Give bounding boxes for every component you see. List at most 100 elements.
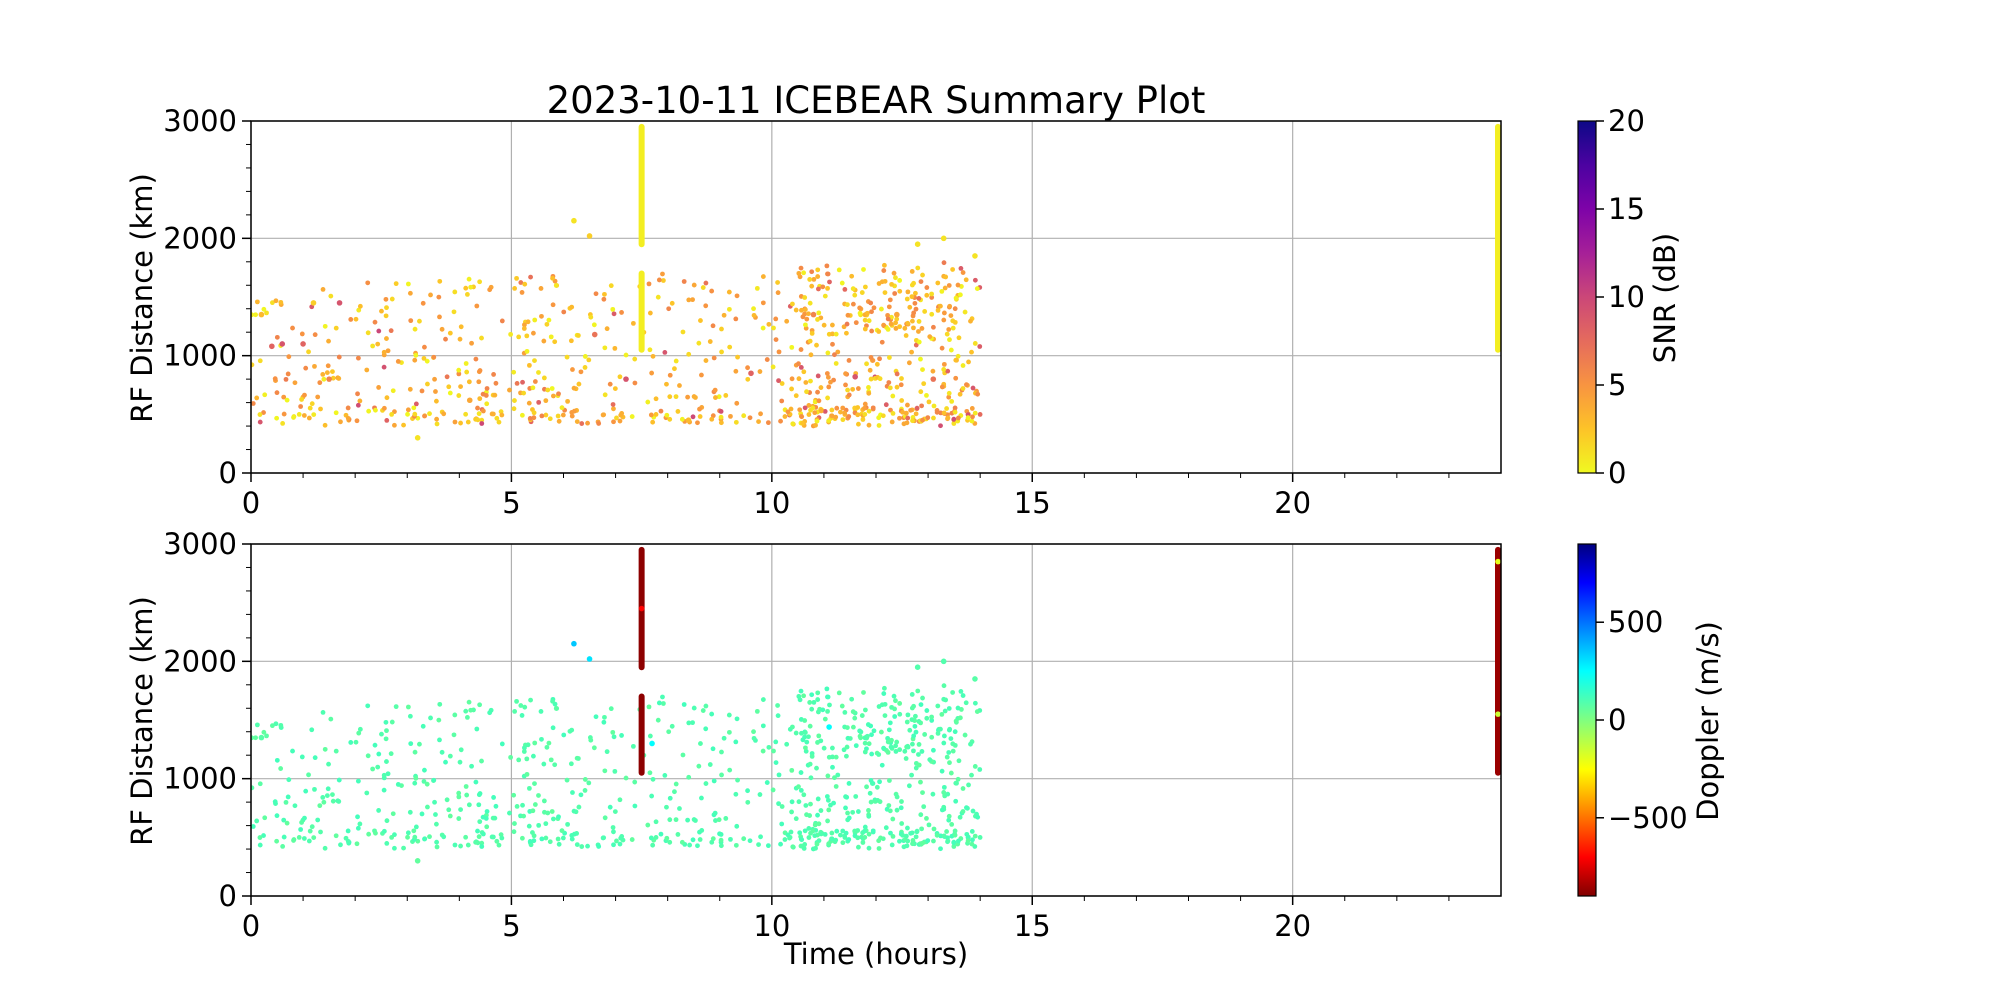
snr-point — [721, 312, 727, 318]
doppler-point-4 — [638, 605, 645, 612]
doppler-point — [718, 832, 724, 837]
doppler-point — [834, 828, 840, 834]
doppler-point — [431, 777, 437, 783]
snr-point — [951, 416, 957, 422]
snr-point — [686, 297, 692, 303]
doppler-point — [846, 815, 852, 821]
doppler-point — [867, 790, 873, 796]
snr-point-10 — [336, 300, 343, 306]
snr-point — [281, 411, 287, 417]
doppler-point — [771, 748, 776, 754]
doppler-point — [947, 760, 952, 766]
snr-point — [888, 321, 894, 327]
doppler-point-6 — [1495, 711, 1501, 717]
snr-point — [825, 350, 831, 356]
snr-point — [815, 373, 821, 379]
snr-point — [945, 415, 951, 421]
doppler-point — [669, 723, 675, 729]
snr-point — [524, 333, 530, 339]
snr-point — [696, 340, 702, 346]
doppler-point — [869, 732, 874, 738]
snr-point — [325, 363, 331, 369]
doppler-point — [939, 807, 945, 813]
snr-point — [412, 411, 418, 417]
snr-point — [948, 347, 954, 353]
doppler-point — [291, 838, 296, 843]
doppler-point — [899, 821, 905, 826]
doppler-point — [328, 716, 334, 722]
snr-point — [384, 305, 389, 311]
doppler-point — [733, 842, 739, 848]
snr-point — [333, 325, 339, 331]
doppler-point — [697, 837, 703, 842]
snr-point — [941, 367, 947, 372]
snr-point — [522, 322, 527, 328]
doppler-cbar-tick-label-2: 500 — [1608, 605, 1663, 639]
doppler-point — [420, 723, 426, 729]
doppler-point — [602, 714, 607, 720]
doppler-point — [723, 816, 729, 821]
doppler-colorbar-gradient — [1577, 543, 1597, 897]
snr-point — [602, 392, 608, 398]
doppler-point — [913, 834, 919, 840]
doppler-point — [608, 706, 614, 712]
snr-point — [389, 411, 395, 417]
doppler-point — [800, 843, 805, 849]
doppler-point — [727, 767, 733, 773]
doppler-point — [273, 721, 279, 727]
snr-point — [477, 279, 483, 285]
doppler-point — [306, 838, 312, 844]
snr-point — [912, 300, 918, 306]
snr-point — [969, 406, 975, 411]
doppler-point — [556, 841, 562, 847]
doppler-point — [417, 741, 422, 747]
doppler-point — [784, 741, 790, 747]
doppler-point — [754, 708, 760, 714]
snr-point — [610, 402, 616, 407]
doppler-point — [760, 748, 766, 754]
snr-panel-ticks: 0 5 10 15 20 0 1000 2000 3000 — [163, 104, 1450, 520]
snr-point — [943, 274, 949, 280]
doppler-point — [664, 804, 669, 810]
snr-point — [667, 372, 673, 378]
snr-point — [812, 399, 818, 405]
doppler-point — [815, 697, 821, 702]
doppler-point — [888, 830, 893, 836]
snr-point — [479, 421, 485, 426]
snr-point — [376, 328, 382, 334]
snr-point — [306, 349, 311, 355]
doppler-point — [532, 781, 537, 786]
doppler-point — [602, 815, 608, 821]
doppler-point — [934, 832, 940, 838]
doppler-point — [850, 709, 856, 715]
snr-point — [669, 300, 675, 306]
snr-point — [810, 405, 816, 411]
doppler-point — [548, 757, 554, 763]
snr-point — [913, 306, 919, 312]
doppler-point — [476, 802, 482, 808]
snr-point — [420, 300, 426, 306]
snr-point — [949, 398, 955, 404]
doppler-point — [345, 838, 351, 844]
doppler-point — [812, 822, 818, 828]
snr-point — [910, 318, 915, 324]
snr-point — [524, 348, 530, 354]
doppler-point — [630, 743, 636, 749]
snr-xtick-label-15: 15 — [1014, 486, 1051, 520]
snr-point — [273, 298, 279, 304]
doppler-point — [972, 700, 978, 706]
snr-point — [751, 312, 757, 318]
snr-point-11 — [414, 435, 421, 441]
doppler-point — [619, 834, 625, 839]
doppler-point — [974, 709, 980, 715]
doppler-point — [419, 811, 425, 817]
snr-point — [619, 411, 625, 416]
doppler-point-1 — [586, 656, 593, 662]
snr-point — [649, 370, 655, 376]
snr-point — [953, 295, 959, 301]
snr-point — [443, 336, 448, 342]
doppler-point — [821, 745, 827, 751]
doppler-point — [307, 828, 313, 834]
snr-point — [946, 327, 952, 332]
doppler-point — [274, 757, 280, 763]
